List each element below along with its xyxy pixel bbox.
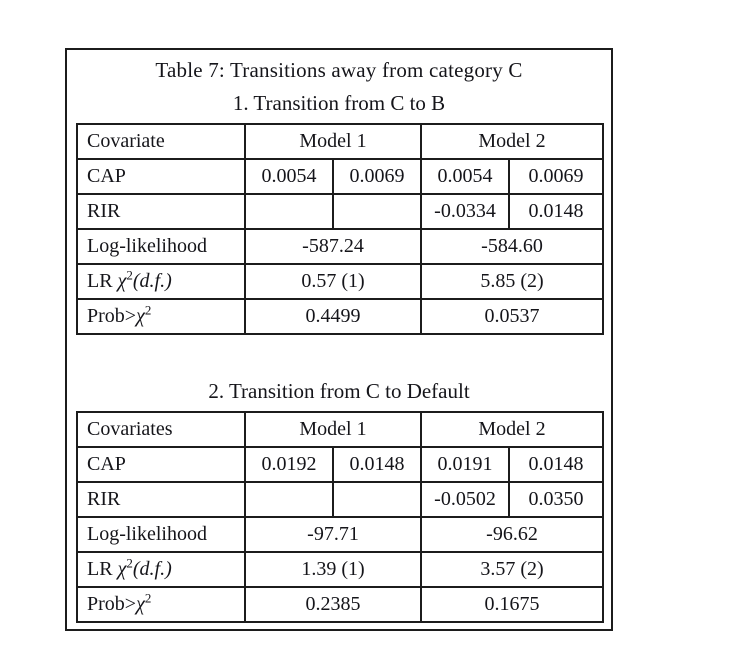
model2-stat-cell: 3.57 (2) [420,551,604,588]
chi-symbol: χ [136,593,145,615]
row-label: LR χ2(d.f.) [76,551,246,588]
coef-cell: 0.0191 [420,446,510,483]
model2-stat-cell: 0.1675 [420,586,604,623]
coef-cell: -0.0502 [420,481,510,518]
panel-2-subtitle: 2. Transition from C to Default [208,379,470,403]
panel-1-lr-chi2-row: LR χ2(d.f.) 0.57 (1) 5.85 (2) [76,263,604,300]
row-label: RIR [76,193,246,230]
chi-exponent: 2 [144,590,152,606]
panel-1-coef-row-rir: RIR -0.0334 0.0148 [76,193,604,230]
coef-cell: 0.0054 [420,158,510,195]
chi-exponent: 2 [144,302,152,318]
panel-2-prob-chi2-row: Prob>χ2 0.2385 0.1675 [76,586,604,623]
panel-2-coef-row-cap: CAP 0.0192 0.0148 0.0191 0.0148 [76,446,604,483]
panel-2-loglikelihood-row: Log-likelihood -97.71 -96.62 [76,516,604,553]
chi-symbol: χ [136,305,145,327]
se-cell [332,193,422,230]
model2-stat-cell: 0.0537 [420,298,604,335]
panel-1-header-row: Covariate Model 1 Model 2 [76,123,604,160]
panel-2-coef-row-rir: RIR -0.0502 0.0350 [76,481,604,518]
panel-1-loglikelihood-row: Log-likelihood -587.24 -584.60 [76,228,604,265]
panel-1-prob-chi2-row: Prob>χ2 0.4499 0.0537 [76,298,604,335]
prob-label-prefix: Prob> [87,593,137,615]
covariate-header-cell: Covariates [76,411,246,448]
se-cell: 0.0350 [508,481,604,518]
model2-stat-cell: -96.62 [420,516,604,553]
panel-2-table: Covariates Model 1 Model 2 CAP 0.0192 0.… [76,411,604,623]
df-label: (d.f.) [132,558,172,580]
row-label: Prob>χ2 [76,298,246,335]
row-label: LR χ2(d.f.) [76,263,246,300]
model1-stat-cell: 0.4499 [244,298,422,335]
model1-stat-cell: 0.2385 [244,586,422,623]
df-label: (d.f.) [132,270,172,292]
coef-cell: -0.0334 [420,193,510,230]
row-label: Log-likelihood [76,516,246,553]
se-cell: 0.0148 [508,193,604,230]
se-cell: 0.0148 [332,446,422,483]
lr-label-prefix: LR [87,558,118,580]
se-cell [332,481,422,518]
model1-stat-cell: -97.71 [244,516,422,553]
coef-cell: 0.0192 [244,446,334,483]
coef-cell [244,193,334,230]
panel-2-header-row: Covariates Model 1 Model 2 [76,411,604,448]
model1-header-cell: Model 1 [244,123,422,160]
model1-stat-cell: 0.57 (1) [244,263,422,300]
covariate-header-cell: Covariate [76,123,246,160]
lr-label-prefix: LR [87,270,118,292]
se-cell: 0.0069 [508,158,604,195]
coef-cell: 0.0054 [244,158,334,195]
row-label: CAP [76,446,246,483]
panel-2-lr-chi2-row: LR χ2(d.f.) 1.39 (1) 3.57 (2) [76,551,604,588]
prob-label-prefix: Prob> [87,305,137,327]
row-label: CAP [76,158,246,195]
coef-cell [244,481,334,518]
chi-exponent: 2 [126,267,133,283]
model1-header-cell: Model 1 [244,411,422,448]
model2-stat-cell: 5.85 (2) [420,263,604,300]
panel-1-table: Covariate Model 1 Model 2 CAP 0.0054 0.0… [76,123,604,335]
chi-symbol: χ [117,558,127,580]
panel-1-subtitle: 1. Transition from C to B [232,91,446,115]
se-cell: 0.0069 [332,158,422,195]
model2-header-cell: Model 2 [420,411,604,448]
table-caption: Table 7: Transitions away from category … [155,58,523,82]
model1-stat-cell: 1.39 (1) [244,551,422,588]
row-label: Prob>χ2 [76,586,246,623]
model2-stat-cell: -584.60 [420,228,604,265]
se-cell: 0.0148 [508,446,604,483]
chi-symbol: χ [117,270,127,292]
chi-exponent: 2 [126,555,133,571]
table-outer-frame: Table 7: Transitions away from category … [65,48,613,631]
row-label: Log-likelihood [76,228,246,265]
panel-1-coef-row-cap: CAP 0.0054 0.0069 0.0054 0.0069 [76,158,604,195]
row-label: RIR [76,481,246,518]
model2-header-cell: Model 2 [420,123,604,160]
model1-stat-cell: -587.24 [244,228,422,265]
